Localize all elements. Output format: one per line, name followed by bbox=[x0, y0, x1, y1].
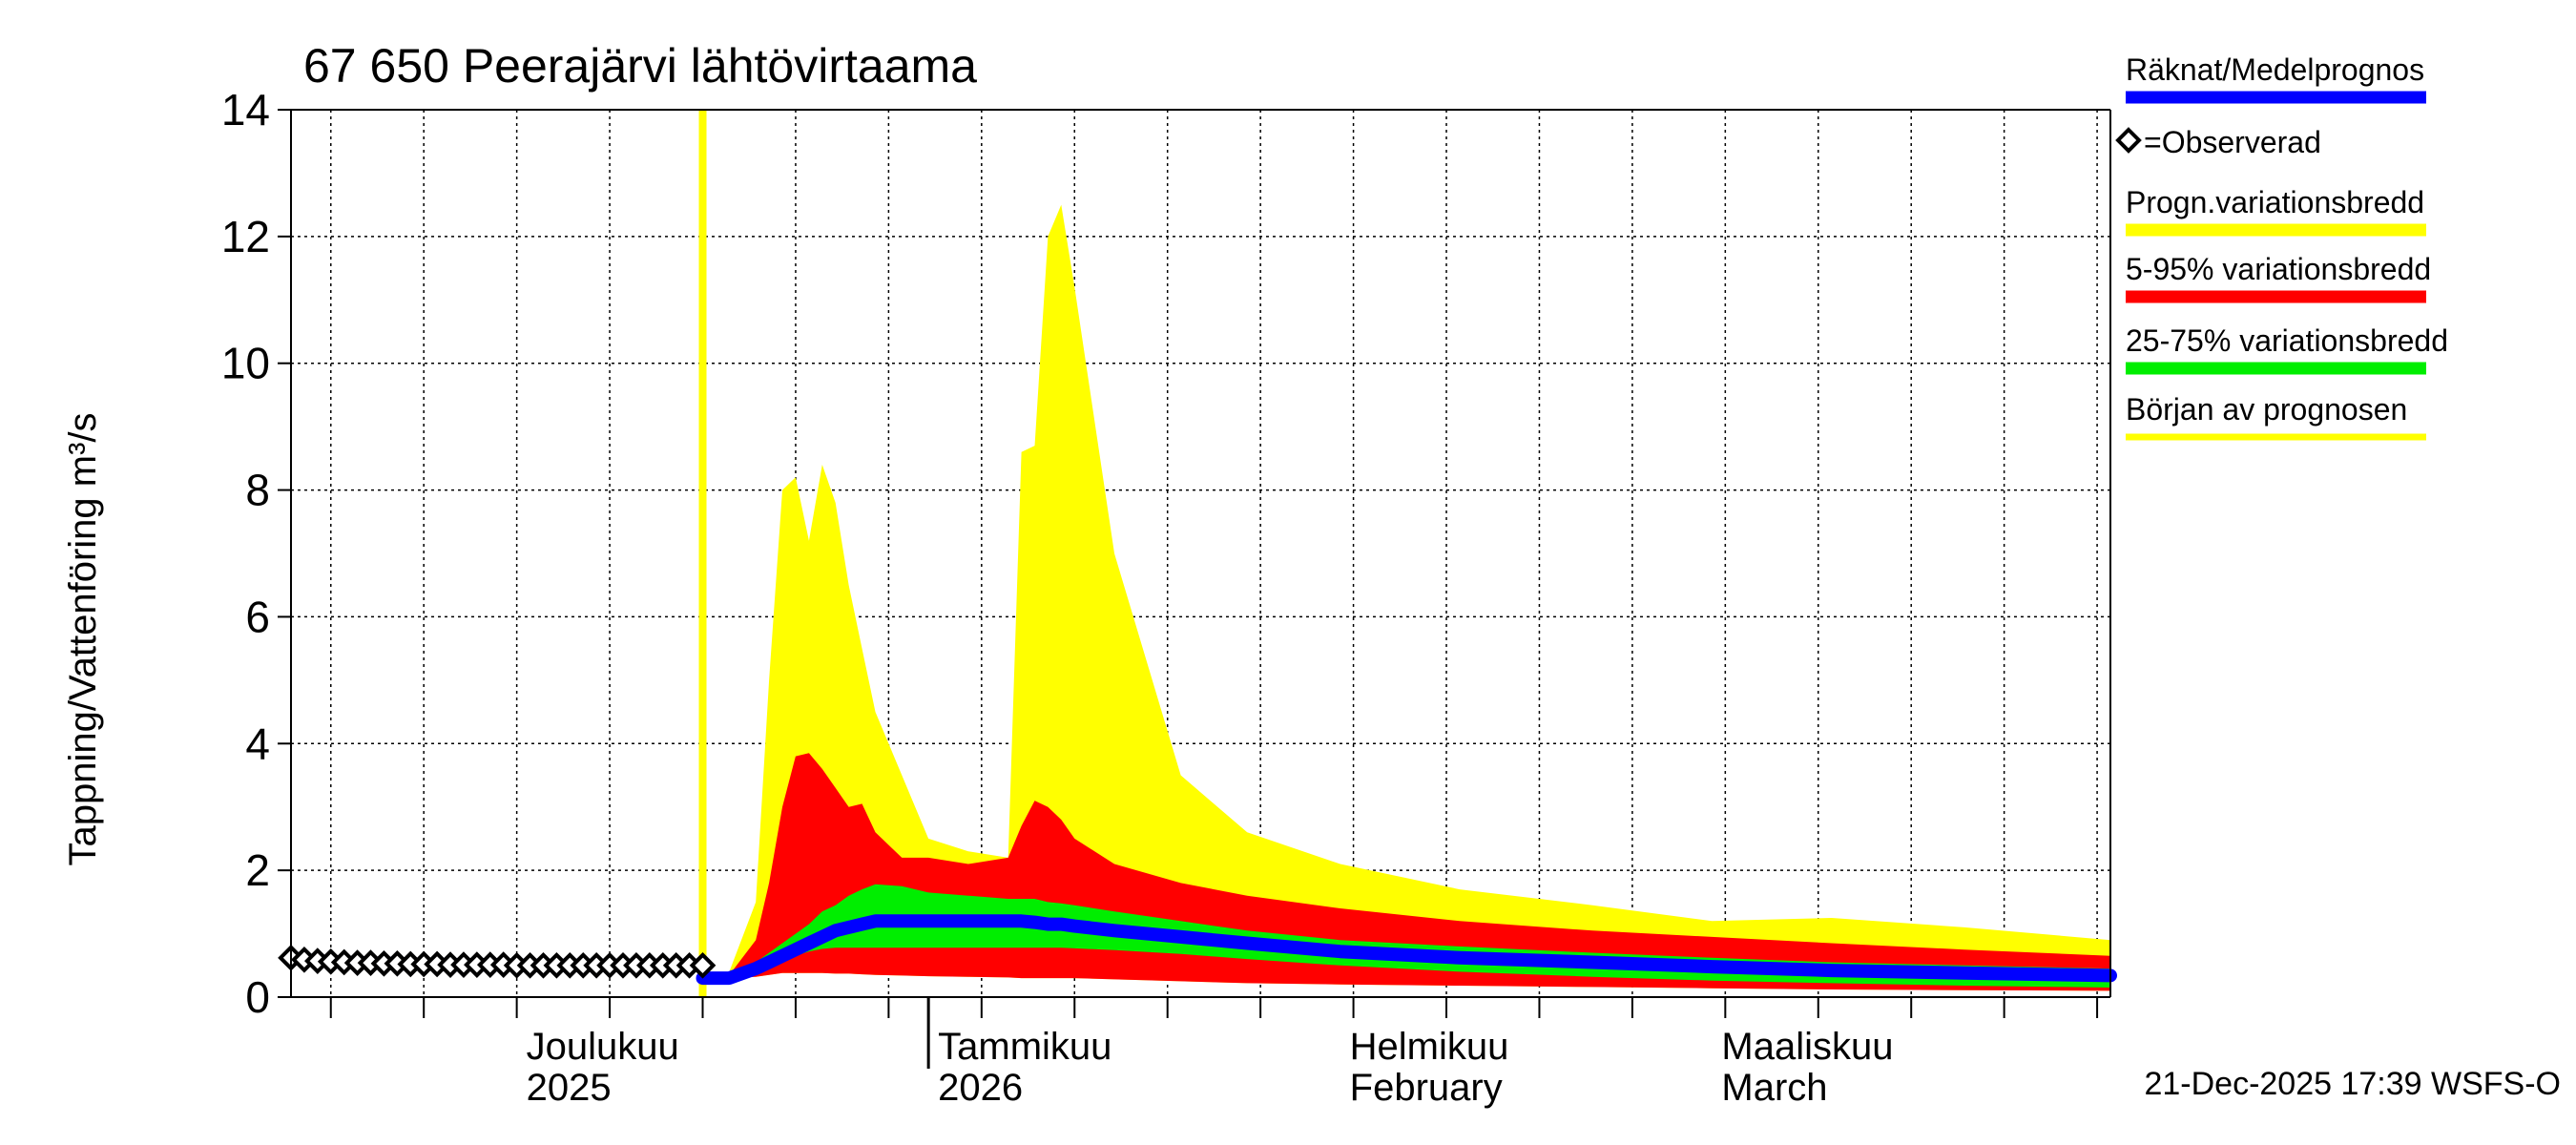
legend-label: Början av prognosen bbox=[2126, 392, 2407, 427]
y-tick-label: 2 bbox=[245, 845, 270, 895]
y-axis-label: Tappning/Vattenföring m³/s bbox=[62, 412, 104, 865]
y-tick-label: 10 bbox=[221, 339, 270, 388]
month-sublabel: 2025 bbox=[527, 1067, 612, 1109]
month-label: Maaliskuu bbox=[1721, 1026, 1893, 1068]
y-tick-label: 6 bbox=[245, 592, 270, 641]
legend-label: =Observerad bbox=[2144, 125, 2321, 159]
observed-point bbox=[689, 951, 717, 979]
y-tick-label: 8 bbox=[245, 466, 270, 515]
month-sublabel: March bbox=[1721, 1067, 1827, 1109]
month-label: Tammikuu bbox=[938, 1026, 1111, 1068]
chart-title: 67 650 Peerajärvi lähtövirtaama bbox=[303, 39, 977, 93]
legend-label: 25-75% variationsbredd bbox=[2126, 323, 2448, 358]
legend: Räknat/Medelprognos =Observerad Progn.vari… bbox=[2115, 52, 2448, 441]
data-areas bbox=[702, 204, 2110, 991]
y-tick-label: 0 bbox=[245, 972, 270, 1022]
month-sublabel: 2026 bbox=[938, 1067, 1023, 1109]
legend-label: 5-95% variationsbredd bbox=[2126, 252, 2431, 286]
month-label: Helmikuu bbox=[1350, 1026, 1509, 1068]
y-tick-label: 14 bbox=[221, 85, 270, 135]
y-tick-label: 12 bbox=[221, 212, 270, 261]
footer-timestamp: 21-Dec-2025 17:39 WSFS-O bbox=[2144, 1066, 2561, 1102]
mean-forecast-line bbox=[696, 914, 2117, 986]
y-tick-label: 4 bbox=[245, 718, 270, 768]
month-sublabel: February bbox=[1350, 1067, 1503, 1109]
observed-markers bbox=[278, 944, 717, 979]
legend-label: Räknat/Medelprognos bbox=[2126, 52, 2424, 87]
legend-label: Progn.variationsbredd bbox=[2126, 185, 2424, 219]
prognosis-range-area bbox=[702, 204, 2110, 991]
legend-observed-marker bbox=[2115, 127, 2142, 154]
month-label: Joulukuu bbox=[527, 1026, 679, 1068]
